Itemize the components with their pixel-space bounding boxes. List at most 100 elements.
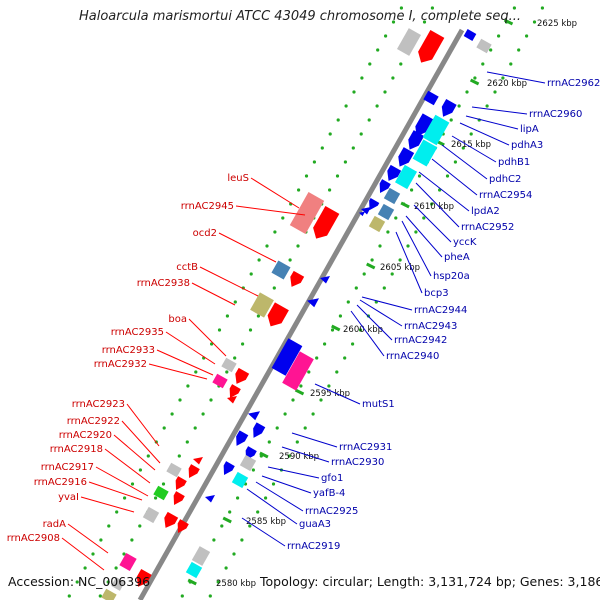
lane-dot [267, 440, 271, 444]
gene-feature [415, 113, 434, 137]
label-leader [199, 266, 259, 297]
lane-dot [465, 90, 469, 94]
lane-dot [391, 76, 395, 80]
lane-dot [208, 594, 212, 598]
scale-tick [187, 578, 197, 586]
lane-dot [384, 34, 388, 38]
lane-dot [382, 286, 386, 290]
gene-arrow [359, 211, 365, 217]
genome-backbone [137, 28, 465, 600]
gene-label: rrnAC2938 [137, 278, 190, 289]
lane-dot [98, 594, 102, 598]
gene-label: boa [168, 314, 187, 325]
lane-dot [319, 398, 323, 402]
gene-label: rrnAC2940 [386, 351, 439, 362]
lane-dot [288, 258, 292, 262]
gene-feature [185, 561, 203, 579]
gene-label: rrnAC2954 [479, 190, 532, 201]
label-leader [471, 106, 528, 115]
lane-dot [228, 510, 232, 514]
gene-feature [271, 260, 291, 280]
label-leader [148, 363, 208, 380]
lane-dot [512, 6, 517, 10]
gene-label: leuS [227, 173, 249, 184]
label-leader [418, 171, 470, 212]
label-leader [188, 318, 227, 357]
gene-arrow [205, 495, 215, 503]
lane-dot [445, 174, 450, 178]
gene-label: lpdA2 [471, 206, 500, 217]
lane-dot [295, 440, 299, 444]
scale-tick-label: 2585 kbp [246, 517, 286, 527]
lane-dot [417, 174, 422, 178]
lane-dot [240, 538, 244, 542]
lane-dot [154, 496, 158, 500]
lane-dot [256, 510, 260, 514]
lane-dot [485, 104, 489, 108]
gene-label: rrnAC2908 [7, 533, 60, 544]
label-leader [459, 122, 510, 146]
gene-feature [422, 114, 450, 146]
gene-feature [142, 506, 160, 524]
lane-dot [106, 580, 110, 584]
accession-text: Accession: NC_006396 [8, 574, 151, 589]
label-leader [61, 537, 105, 571]
label-leader [165, 331, 216, 365]
gene-feature [379, 179, 391, 193]
gene-label: rrnAC2923 [72, 399, 125, 410]
label-leader [218, 232, 277, 263]
lane-dot [501, 76, 505, 80]
lane-dot [398, 258, 402, 262]
lane-dot [368, 62, 372, 66]
label-leader [405, 215, 443, 258]
gene-feature [235, 367, 250, 384]
scale-tick-label: 2600 kbp [343, 325, 383, 335]
lane-dot [461, 146, 465, 150]
gene-label: rrnAC2932 [94, 359, 147, 370]
gene-feature [398, 147, 415, 167]
lane-dot [114, 566, 118, 570]
lane-dot [532, 20, 537, 24]
lane-dot [386, 230, 390, 234]
label-leader [359, 299, 403, 327]
gene-label: rrnAC2943 [404, 321, 457, 332]
lane-dot [378, 244, 382, 248]
lane-dot [394, 216, 398, 220]
gene-feature [188, 464, 200, 478]
lane-dot [354, 286, 358, 290]
label-leader [121, 420, 161, 464]
lane-dot [224, 566, 228, 570]
gene-label: rrnAC2918 [50, 444, 103, 455]
gene-label: bcp3 [424, 288, 449, 299]
lane-dot [99, 538, 103, 542]
gene-label: pheA [444, 252, 470, 263]
gene-feature [368, 215, 386, 233]
gene-label: cctB [176, 262, 198, 273]
gene-feature [212, 373, 228, 389]
label-leader [241, 517, 286, 547]
gene-feature [463, 29, 477, 41]
gene-labels: leuS rrnAC2945 ocd2 cctB rrnAC2938 boa rrnAC29… [7, 71, 600, 571]
lane-dot [391, 20, 396, 24]
gene-feature [412, 139, 438, 167]
scale-tick-label: 2580 kbp [216, 579, 256, 589]
lane-dot [138, 468, 142, 472]
gene-feature [236, 430, 249, 446]
gene-arrow [361, 207, 371, 215]
label-leader [156, 349, 214, 376]
lane-dot [343, 356, 347, 360]
lane-dot [517, 48, 521, 52]
gene-label: rrnAC2935 [111, 327, 164, 338]
label-leader [261, 475, 312, 494]
label-leader [465, 115, 519, 130]
gene-label: guaA3 [299, 519, 331, 530]
label-leader [95, 466, 149, 497]
lane-dot [540, 6, 545, 10]
lane-dot [177, 454, 181, 458]
label-leader [451, 135, 497, 163]
lane-dot [351, 146, 355, 150]
label-leader [80, 496, 135, 513]
gene-label: gfo1 [321, 473, 343, 484]
label-leader [413, 204, 452, 243]
lane-dot [180, 594, 184, 598]
